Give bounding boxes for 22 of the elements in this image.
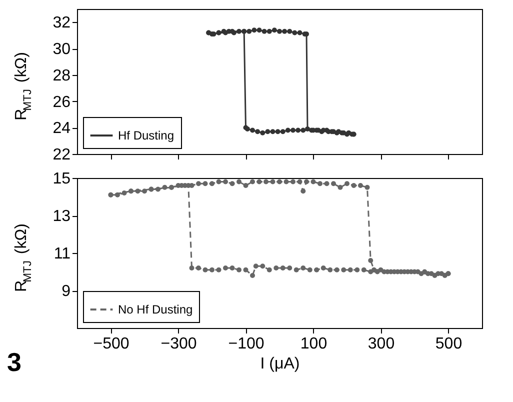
y-tick-label: 24 xyxy=(52,120,71,138)
x-tick-label: −100 xyxy=(228,336,264,352)
y-tick-label: 15 xyxy=(52,170,71,188)
y-axis-title: RMTJ (kΩ) xyxy=(13,52,34,120)
legend-label: No Hf Dusting xyxy=(118,302,193,316)
y-tick-label: 30 xyxy=(52,41,71,58)
text: 3 xyxy=(7,347,22,377)
y-tick-label: 22 xyxy=(52,146,71,164)
legend-label: Hf Dusting xyxy=(118,128,174,142)
y-tick-label: 9 xyxy=(62,283,71,300)
x-tick-label: 300 xyxy=(368,336,395,352)
x-tick-label: 100 xyxy=(300,336,328,352)
x-tick-label: −300 xyxy=(160,336,197,352)
x-axis-title: I (μA) xyxy=(260,356,300,372)
y-tick-label: 11 xyxy=(54,246,71,262)
x-tick-label: 500 xyxy=(435,336,462,352)
y-tick-label: 26 xyxy=(52,94,71,111)
y-tick-label: 28 xyxy=(52,67,71,84)
y-tick-label: 32 xyxy=(52,14,71,32)
y-tick-label: 13 xyxy=(52,208,71,225)
x-tick-label: −500 xyxy=(93,336,130,352)
y-axis-title: RMTJ (kΩ) xyxy=(13,223,34,292)
